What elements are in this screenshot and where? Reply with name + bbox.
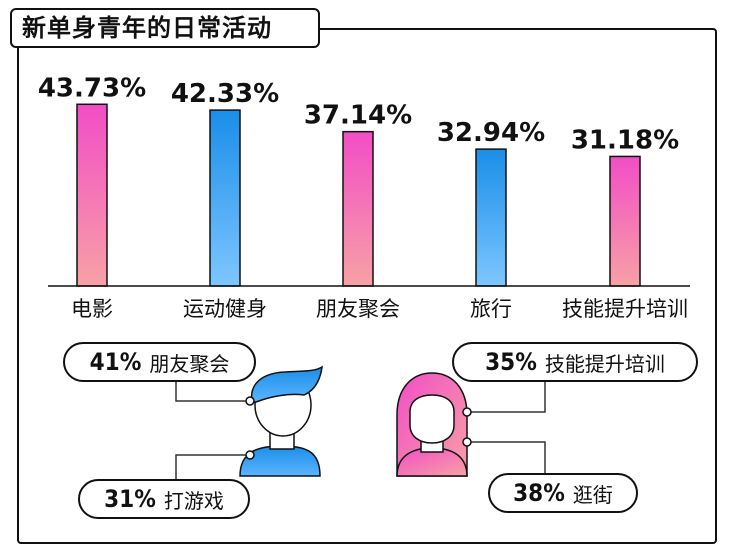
female-avatar-icon — [396, 372, 472, 477]
value-label-2: 37.14% — [304, 101, 412, 131]
category-label-4: 技能提升培训 — [562, 297, 688, 321]
bar-3 — [475, 148, 507, 287]
value-label-4: 31.18% — [571, 125, 679, 155]
callout-friends-gathering: 41% 朋友聚会 — [63, 342, 256, 382]
callout-percent: 35% — [485, 348, 537, 376]
callout-percent: 31% — [104, 485, 156, 513]
bar-0 — [76, 103, 108, 287]
callout-label: 逛街 — [572, 482, 613, 507]
male-avatar-icon — [239, 365, 323, 477]
value-label-3: 32.94% — [437, 118, 545, 148]
value-label-1: 42.33% — [171, 79, 279, 109]
bar-2 — [342, 130, 374, 287]
bar-4 — [609, 155, 641, 287]
callout-percent: 41% — [89, 348, 142, 376]
category-label-3: 旅行 — [470, 297, 512, 321]
chart-frame — [17, 28, 717, 544]
category-label-2: 朋友聚会 — [316, 297, 400, 321]
callout-label: 朋友聚会 — [149, 351, 230, 376]
callout-label: 技能提升培训 — [544, 351, 665, 376]
category-label-0: 电影 — [71, 297, 113, 321]
bar-1 — [209, 109, 241, 287]
callout-shopping: 38% 逛街 — [488, 473, 638, 513]
chart-title: 新单身青年的日常活动 — [22, 14, 272, 42]
value-label-0: 43.73% — [38, 73, 146, 103]
bars-layer: 43.73% 电影 42.33% 运动健身 37.14% 朋友聚会 32.94% 旅行 31.1… — [38, 73, 688, 321]
callout-percent: 38% — [513, 479, 565, 507]
title-box — [10, 8, 320, 48]
category-label-1: 运动健身 — [183, 297, 267, 321]
callout-label: 打游戏 — [163, 488, 224, 513]
connector-lines — [175, 382, 546, 481]
callout-skill-training: 35% 技能提升培训 — [452, 342, 698, 382]
callout-gaming: 31% 打游戏 — [78, 479, 250, 519]
